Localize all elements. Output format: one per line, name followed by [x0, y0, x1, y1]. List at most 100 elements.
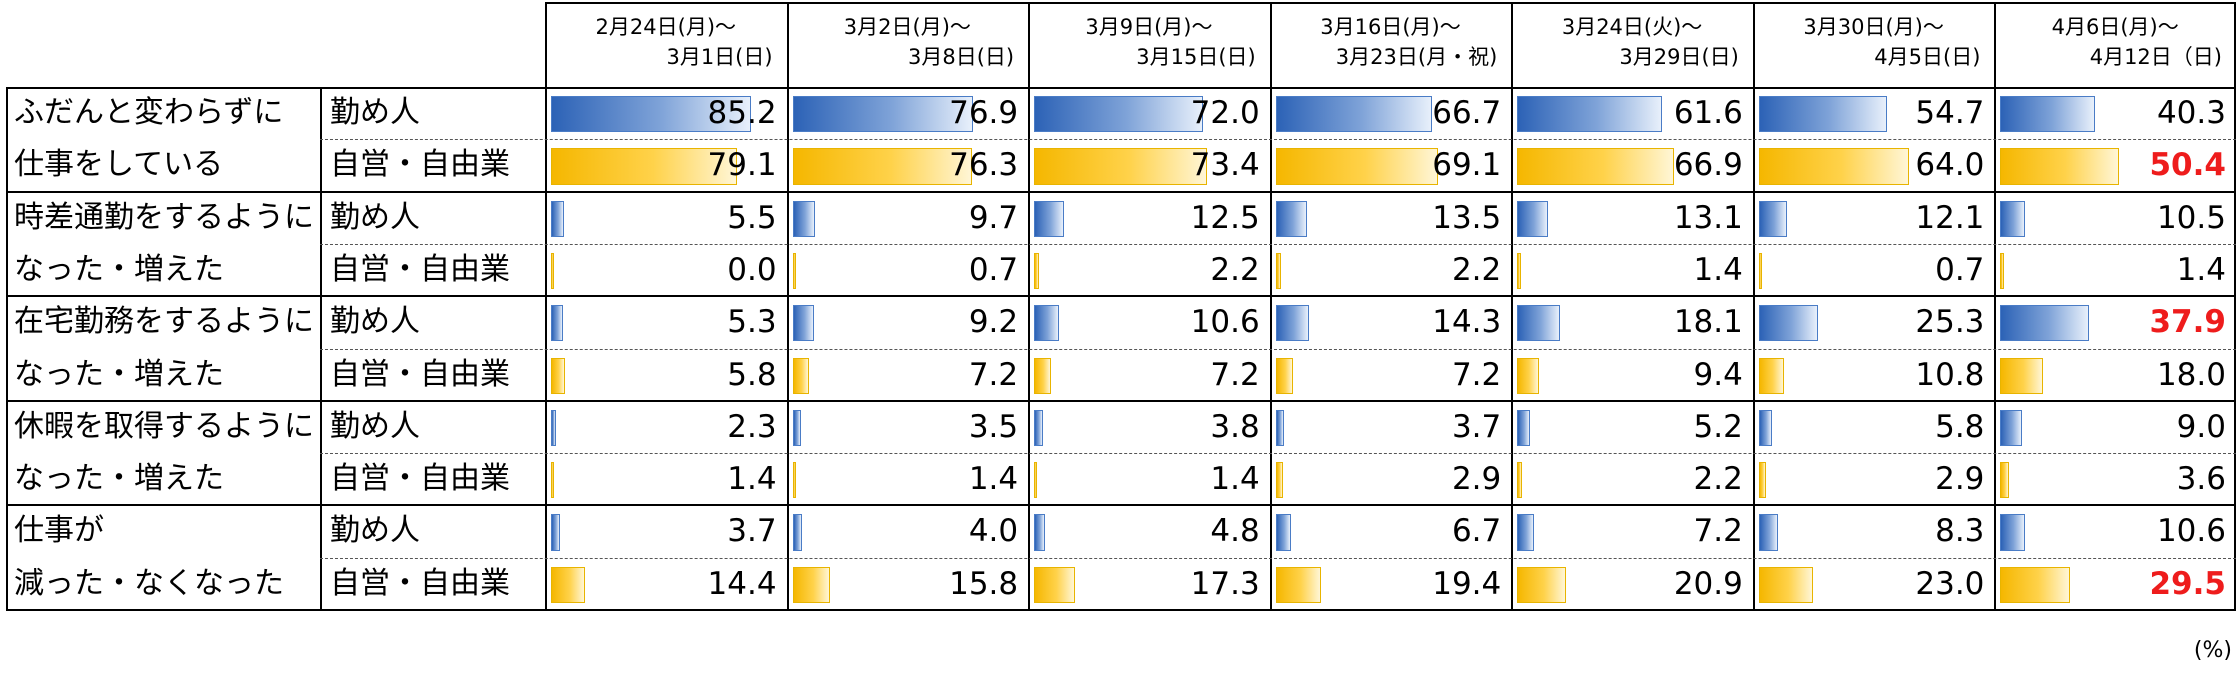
value-label: 15.8	[949, 565, 1019, 602]
bar-employee	[551, 305, 564, 342]
bar-self	[2000, 462, 2009, 499]
column-header-line2: 3月29日(日)	[1619, 45, 1739, 69]
value-label: 50.4	[2149, 147, 2226, 184]
row-sublabel: 勤め人	[330, 304, 420, 340]
value-label: 29.5	[2149, 565, 2226, 602]
value-label: 14.4	[707, 565, 777, 602]
grid-line	[6, 295, 2236, 298]
row-separator	[320, 453, 2236, 455]
value-label: 12.5	[1190, 199, 1260, 236]
row-label: 仕事をしている	[14, 147, 224, 183]
bar-employee	[551, 200, 564, 237]
row-label: 時差通勤をするように	[14, 199, 314, 235]
value-label: 3.5	[968, 408, 1019, 445]
bar-self	[1034, 462, 1038, 499]
bar-self	[2000, 566, 2070, 603]
row-label: 仕事が	[14, 513, 104, 549]
bar-self	[1275, 252, 1281, 290]
value-label: 66.9	[1673, 147, 1743, 184]
column-header-line1: 2月24日(月)～	[595, 15, 737, 39]
value-label: 64.0	[1915, 147, 1985, 184]
grid-line	[545, 2, 2236, 4]
bar-self	[1517, 252, 1521, 290]
bar-employee	[792, 96, 974, 133]
bar-self	[1275, 566, 1322, 603]
value-label: 0.0	[727, 251, 777, 288]
bar-self	[792, 566, 830, 603]
column-header-line2: 3月1日(日)	[666, 45, 773, 69]
bar-self	[2000, 252, 2004, 290]
column-header: 3月30日(月)～ 4月5日(日)	[1753, 12, 1995, 82]
row-sublabel: 自営・自由業	[330, 461, 510, 497]
value-label: 10.6	[1190, 304, 1260, 341]
row-sublabel: 勤め人	[330, 95, 420, 130]
bar-employee	[2000, 200, 2026, 237]
column-header-line2: 3月8日(日)	[908, 45, 1015, 69]
bar-employee	[792, 514, 802, 551]
grid-line	[1994, 2, 1997, 610]
value-label: 9.4	[1693, 356, 1743, 393]
bar-self	[1517, 148, 1675, 185]
column-header: 3月16日(月)～ 3月23日(月・祝)	[1270, 12, 1512, 82]
value-label: 5.8	[1935, 408, 1985, 445]
value-label: 10.6	[2156, 513, 2226, 550]
bar-self	[1517, 462, 1523, 499]
value-label: 76.3	[949, 147, 1019, 184]
bar-self	[1034, 148, 1207, 185]
value-label: 13.5	[1432, 199, 1502, 236]
grid-line	[1511, 2, 1514, 610]
bar-self	[1275, 357, 1293, 394]
bar-employee	[1275, 409, 1285, 447]
bar-employee	[1034, 409, 1044, 447]
value-label: 3.8	[1210, 408, 1260, 445]
value-label: 7.2	[968, 356, 1019, 393]
value-label: 1.4	[2176, 251, 2226, 288]
bar-employee	[1758, 409, 1773, 447]
bar-self	[792, 252, 796, 290]
value-label: 12.1	[1915, 199, 1985, 236]
bar-self	[551, 252, 554, 290]
bar-employee	[2000, 514, 2026, 551]
value-label: 69.1	[1432, 147, 1502, 184]
row-separator	[320, 557, 2236, 559]
value-label: 19.4	[1432, 565, 1502, 602]
value-label: 72.0	[1190, 95, 1260, 131]
bar-employee	[1034, 305, 1060, 342]
bar-employee	[2000, 409, 2022, 447]
grid-line	[6, 190, 2236, 193]
grid-line	[6, 87, 8, 610]
bar-self	[1275, 462, 1283, 499]
value-label: 4.0	[968, 513, 1019, 550]
row-label: なった・増えた	[14, 461, 224, 497]
bar-self	[1758, 252, 1762, 290]
column-header-line2: 3月23日(月・祝)	[1335, 45, 1498, 69]
bar-employee	[551, 96, 752, 133]
bar-employee	[551, 409, 557, 447]
value-label: 3.7	[1451, 408, 1502, 445]
row-sublabel: 自営・自由業	[330, 356, 510, 392]
bar-employee	[1275, 514, 1292, 551]
row-label: なった・増えた	[14, 251, 224, 287]
bar-employee	[792, 409, 801, 447]
bar-employee	[1517, 200, 1549, 237]
grid-line	[1028, 2, 1031, 610]
value-label: 1.4	[1693, 251, 1743, 288]
value-label: 2.3	[727, 408, 777, 445]
value-label: 3.6	[2176, 461, 2226, 498]
row-label: 減った・なくなった	[14, 565, 284, 601]
bar-self	[792, 148, 972, 185]
value-label: 18.0	[2156, 356, 2226, 393]
row-sublabel: 自営・自由業	[330, 251, 510, 287]
grid-line	[786, 2, 789, 610]
value-label: 9.0	[2176, 408, 2226, 445]
bar-employee	[1034, 514, 1046, 551]
value-label: 66.7	[1432, 95, 1502, 131]
bar-employee	[1517, 305, 1560, 342]
value-label: 5.3	[727, 304, 777, 341]
value-label: 10.5	[2156, 199, 2226, 236]
value-label: 4.8	[1210, 513, 1260, 550]
bar-self	[1758, 566, 1813, 603]
bar-self	[1034, 357, 1052, 394]
value-label: 73.4	[1190, 147, 1260, 184]
